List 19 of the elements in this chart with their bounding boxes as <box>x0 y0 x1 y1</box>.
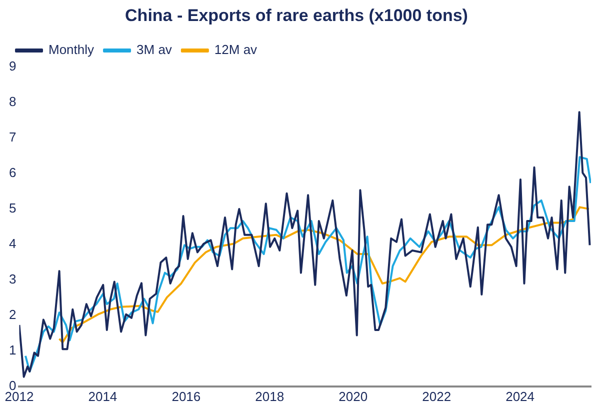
x-tick-label: 2018 <box>255 388 284 404</box>
y-tick-label: 7 <box>8 130 16 145</box>
x-tick-label: 2016 <box>172 388 201 404</box>
legend-label: 3M av <box>136 42 172 58</box>
x-tick-label: 2014 <box>88 388 118 404</box>
x-tick-label: 2020 <box>338 388 368 404</box>
y-tick-label: 9 <box>8 58 16 74</box>
y-tick-label: 1 <box>8 342 16 358</box>
legend-label: 12M av <box>214 42 258 58</box>
x-tick-label: 2022 <box>422 388 452 404</box>
x-tick-label: 2024 <box>506 388 535 404</box>
y-tick-label: 3 <box>8 272 16 287</box>
y-tick-label: 6 <box>8 165 16 180</box>
y-tick-label: 8 <box>8 94 16 110</box>
chart-title: China - Exports of rare earths (x1000 tons) <box>124 6 469 26</box>
y-tick-label: 5 <box>8 200 16 216</box>
y-tick-label: 2 <box>8 307 16 322</box>
y-tick-label: 4 <box>8 236 16 252</box>
legend-label: Monthly <box>48 42 95 58</box>
